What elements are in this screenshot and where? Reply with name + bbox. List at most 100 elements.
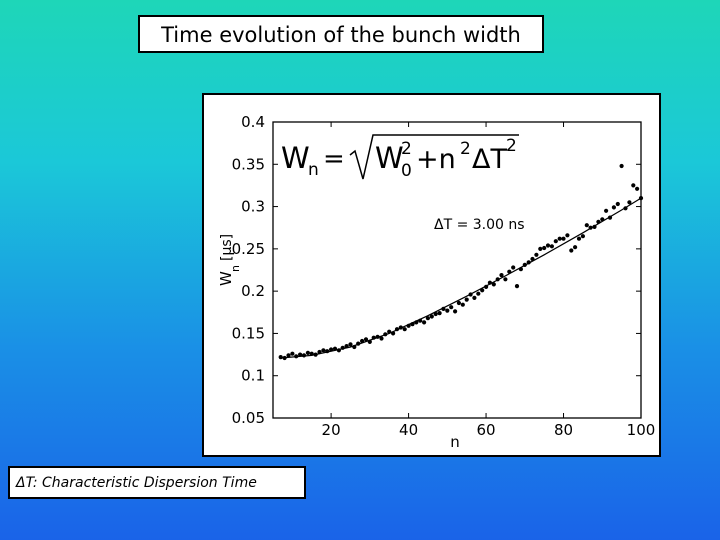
- data-point: [290, 351, 295, 356]
- data-point: [635, 186, 640, 191]
- data-point: [638, 196, 644, 201]
- data-point: [344, 344, 349, 349]
- data-point: [607, 215, 613, 220]
- data-point: [422, 320, 427, 325]
- data-point: [321, 348, 326, 353]
- y-axis-label: Wn [μs]: [217, 234, 242, 286]
- data-point: [305, 350, 310, 355]
- data-point: [576, 236, 582, 241]
- x-tick-label: 40: [399, 421, 418, 439]
- data-point: [565, 233, 570, 238]
- data-point: [542, 245, 547, 251]
- dispersion-time-note: ΔT: Characteristic Dispersion Time: [8, 466, 306, 499]
- x-tick-label: 80: [554, 421, 573, 439]
- data-point: [332, 346, 338, 351]
- data-point: [511, 265, 516, 270]
- data-point: [476, 291, 481, 296]
- x-tick-label: 60: [477, 421, 496, 439]
- data-point: [367, 339, 372, 344]
- formula-equals: =: [323, 144, 345, 174]
- data-point: [456, 300, 461, 306]
- data-point: [336, 348, 341, 353]
- data-point: [538, 246, 543, 251]
- sqrt-sign: [349, 134, 519, 180]
- data-point: [534, 252, 539, 257]
- data-point: [398, 325, 403, 330]
- data-point: [615, 201, 620, 207]
- formula-delta-t: ΔT: [472, 144, 507, 175]
- data-point: [495, 277, 500, 282]
- data-point: [294, 354, 299, 359]
- data-point: [472, 295, 477, 300]
- data-point: [356, 341, 361, 346]
- y-tick-label: 0.15: [232, 324, 265, 342]
- data-point: [360, 338, 365, 344]
- y-tick-label: 0.35: [232, 155, 265, 173]
- data-point: [313, 352, 318, 357]
- data-point: [557, 236, 562, 241]
- data-point: [406, 323, 411, 328]
- data-point: [518, 267, 523, 272]
- x-axis-label: n: [450, 433, 460, 451]
- data-point: [545, 243, 551, 248]
- data-point: [429, 314, 434, 319]
- scatter-chart: 20 40 60 80 1000.40.350.30.250.20.150.10.05n…: [217, 113, 655, 451]
- data-point: [514, 284, 520, 289]
- y-axis-label-unit: [μs]: [219, 234, 235, 261]
- data-point: [387, 329, 392, 334]
- data-point: [433, 311, 438, 317]
- data-point: [340, 345, 345, 350]
- formula-n-sup: 2: [460, 139, 471, 159]
- data-point: [383, 332, 388, 337]
- points-layer: [278, 163, 644, 361]
- y-tick-label: 0.05: [232, 409, 265, 427]
- y-tick-label: 0.3: [241, 198, 265, 216]
- data-point: [394, 327, 400, 332]
- data-point: [553, 239, 558, 244]
- slide-title: Time evolution of the bunch width: [138, 15, 544, 53]
- data-point: [468, 292, 473, 297]
- data-point: [596, 219, 601, 224]
- plot-panel: 20 40 60 80 100 0.4 0.35 0.3 0.25 0.2 0.15 0.1 0.05 n…: [202, 93, 661, 457]
- x-tick-label: 100: [627, 421, 656, 439]
- data-point: [573, 245, 578, 250]
- data-point: [480, 288, 485, 293]
- data-point: [449, 305, 454, 310]
- y-axis-label-sub: n: [229, 265, 242, 272]
- data-point: [441, 306, 446, 311]
- data-point: [484, 284, 489, 289]
- data-point: [499, 273, 504, 278]
- data-point: [619, 163, 624, 169]
- data-point: [580, 234, 585, 239]
- data-point: [600, 217, 605, 222]
- formula: Wn = W02 +n 2 ΔT 2: [281, 134, 519, 181]
- data-point: [363, 337, 369, 342]
- formula-w: W: [375, 141, 404, 175]
- data-point: [375, 334, 380, 339]
- y-axis-label-main: W: [217, 271, 235, 286]
- data-point: [503, 277, 508, 282]
- text-layer: 20 40 60 80 1000.40.350.30.250.20.150.10.05n…: [217, 113, 655, 451]
- delta-t-annotation: ΔT = 3.00 ns: [434, 217, 525, 233]
- data-point: [592, 224, 597, 229]
- formula-w-sub: 0: [401, 161, 412, 181]
- plot-frame: [272, 121, 642, 419]
- data-point: [522, 262, 527, 267]
- data-point: [588, 225, 593, 230]
- data-point: [348, 342, 353, 347]
- formula-lhs: W: [281, 141, 310, 175]
- data-point: [584, 223, 589, 228]
- formula-lhs-sub: n: [308, 160, 319, 180]
- data-point: [604, 208, 609, 213]
- data-point: [437, 311, 442, 316]
- data-point: [460, 302, 465, 307]
- data-point: [425, 316, 430, 321]
- data-point: [627, 200, 632, 205]
- data-point: [402, 327, 407, 332]
- data-point: [530, 256, 535, 262]
- y-tick-label: 0.4: [241, 113, 265, 131]
- data-point: [549, 244, 554, 249]
- data-point: [352, 344, 357, 350]
- data-point: [282, 355, 287, 361]
- data-point: [278, 355, 283, 360]
